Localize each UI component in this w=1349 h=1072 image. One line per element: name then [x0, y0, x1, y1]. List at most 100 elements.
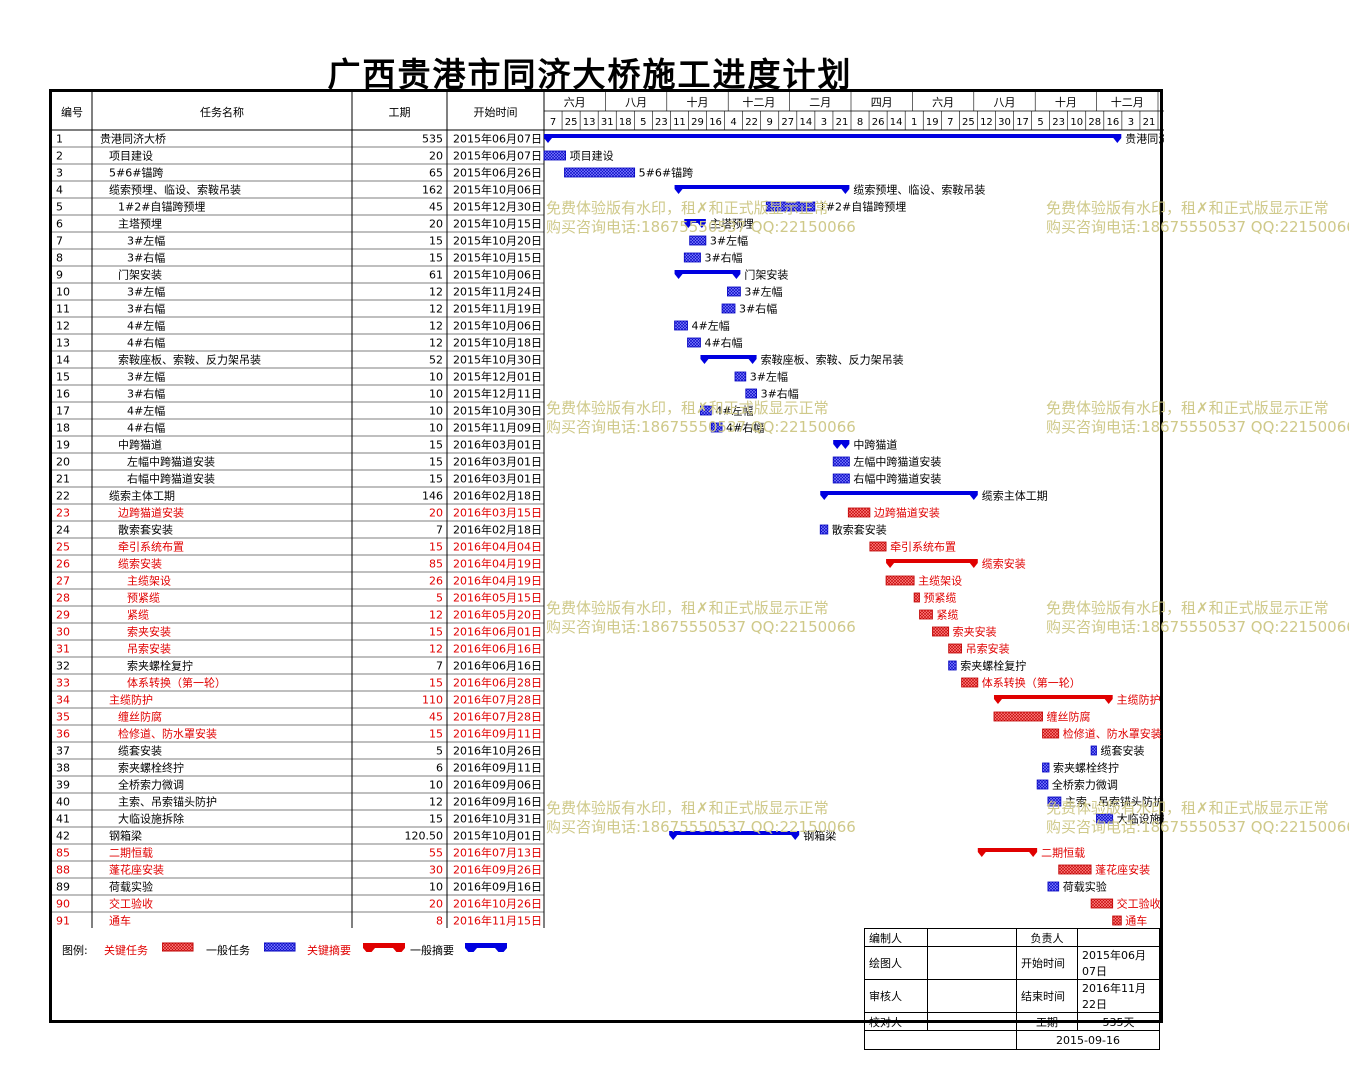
task-id: 35: [56, 711, 70, 724]
task-name: 交工验收: [109, 897, 153, 911]
task-bar: [913, 592, 920, 603]
task-name: 3#右幅: [127, 387, 165, 401]
task-duration: 5: [436, 592, 443, 605]
task-name: 缆索安装: [118, 557, 162, 571]
task-start: 2016年09月11日: [453, 761, 542, 775]
owner-label: 负责人: [1016, 928, 1078, 947]
task-start: 2016年06月28日: [453, 676, 542, 690]
task-id: 13: [56, 337, 70, 350]
bar-label: 大临设施拆除: [1117, 812, 1164, 826]
bar-label: 牵引系统布置: [890, 540, 956, 554]
task-start: 2016年10月26日: [453, 744, 542, 758]
task-id: 31: [56, 643, 70, 656]
day-tick: 1: [911, 117, 917, 128]
task-id: 18: [56, 422, 70, 435]
task-start: 2015年10月06日: [453, 319, 542, 333]
task-start: 2016年06月16日: [453, 659, 542, 673]
task-start: 2015年10月06日: [453, 183, 542, 197]
bar-label: 4#左幅: [715, 405, 753, 418]
task-name: 蓬花座安装: [109, 863, 164, 877]
task-duration: 61: [429, 269, 443, 282]
task-name: 检修道、防水罩安装: [118, 727, 217, 741]
task-name: 主索、吊索锚头防护: [118, 795, 217, 809]
task-id: 41: [56, 813, 70, 826]
task-id: 20: [56, 456, 70, 469]
legend-normal-summary-swatch: [465, 943, 507, 952]
month-tick: 八月: [625, 96, 647, 109]
task-name: 左幅中跨猫道安装: [127, 455, 215, 469]
task-duration: 10: [429, 388, 443, 401]
bar-label: 预紧缆: [924, 592, 957, 605]
task-duration: 65: [429, 167, 443, 180]
bar-label: 3#左幅: [750, 371, 788, 384]
task-name: 荷载实验: [109, 880, 153, 894]
task-start: 2016年07月28日: [453, 710, 542, 724]
day-tick: 11: [673, 117, 686, 128]
task-start: 2016年03月01日: [453, 438, 542, 452]
task-bar: [948, 643, 963, 654]
bar-label: 1#2#自锚跨预埋: [819, 200, 906, 214]
day-tick: 13: [583, 117, 596, 128]
task-id: 7: [56, 235, 63, 248]
day-tick: 27: [781, 117, 794, 128]
task-name: 3#右幅: [127, 251, 165, 265]
task-duration: 535: [422, 133, 443, 146]
bar-label: 边跨猫道安装: [874, 506, 940, 520]
task-duration: 12: [429, 303, 443, 316]
task-duration: 15: [429, 626, 443, 639]
task-duration: 7: [436, 524, 443, 537]
task-bar: [674, 320, 688, 331]
owner-value: [1077, 928, 1160, 947]
task-start: 2015年10月15日: [453, 251, 542, 265]
task-duration: 20: [429, 898, 443, 911]
task-start: 2015年06月26日: [453, 166, 542, 180]
task-duration: 12: [429, 796, 443, 809]
day-tick: 17: [1016, 117, 1029, 128]
task-name: 预紧缆: [127, 592, 160, 605]
legend-normal-summary-label: 一般摘要: [410, 944, 454, 957]
bar-label: 4#左幅: [692, 320, 730, 333]
task-duration: 15: [429, 252, 443, 265]
bar-label: 缠丝防腐: [1047, 710, 1091, 724]
task-bar: [683, 252, 701, 263]
task-start: 2015年10月30日: [453, 353, 542, 367]
day-tick: 7: [550, 117, 556, 128]
task-name: 二期恒载: [109, 847, 153, 860]
summary-bar: [886, 559, 978, 568]
task-name: 3#左幅: [127, 235, 165, 248]
bar-label: 右幅中跨猫道安装: [853, 472, 941, 486]
bar-label: 索夹螺栓复拧: [960, 659, 1026, 673]
task-bar: [543, 150, 566, 161]
day-tick: 5: [640, 117, 646, 128]
task-bar: [932, 626, 950, 637]
task-duration: 12: [429, 609, 443, 622]
task-duration: 110: [422, 694, 443, 707]
task-id: 4: [56, 184, 63, 197]
bar-label: 钢箱梁: [803, 829, 836, 843]
day-tick: 18: [619, 117, 632, 128]
task-bar: [832, 473, 850, 484]
task-id: 8: [56, 252, 63, 265]
task-start: 2016年06月16日: [453, 642, 542, 656]
task-duration: 15: [429, 456, 443, 469]
task-bar: [1042, 762, 1050, 773]
day-tick: 26: [872, 117, 885, 128]
bar-label: 主塔预埋: [710, 218, 754, 231]
month-tick: 八月: [994, 96, 1016, 109]
bar-label: 主缆架设: [918, 575, 962, 588]
task-duration: 10: [429, 405, 443, 418]
signoff-blank: [864, 1030, 1017, 1050]
task-id: 89: [56, 881, 70, 894]
summary-bar: [674, 185, 850, 194]
task-name: 索夹安装: [127, 625, 171, 639]
task-start: 2015年10月15日: [453, 217, 542, 231]
bar-label: 体系转换（第一轮）: [982, 676, 1081, 690]
task-duration: 20: [429, 150, 443, 163]
task-bar: [1112, 915, 1122, 926]
day-tick: 21: [836, 117, 849, 128]
bar-label: 缆索主体工期: [982, 489, 1048, 503]
task-start: 2016年03月15日: [453, 506, 542, 520]
task-bar: [1042, 728, 1060, 739]
